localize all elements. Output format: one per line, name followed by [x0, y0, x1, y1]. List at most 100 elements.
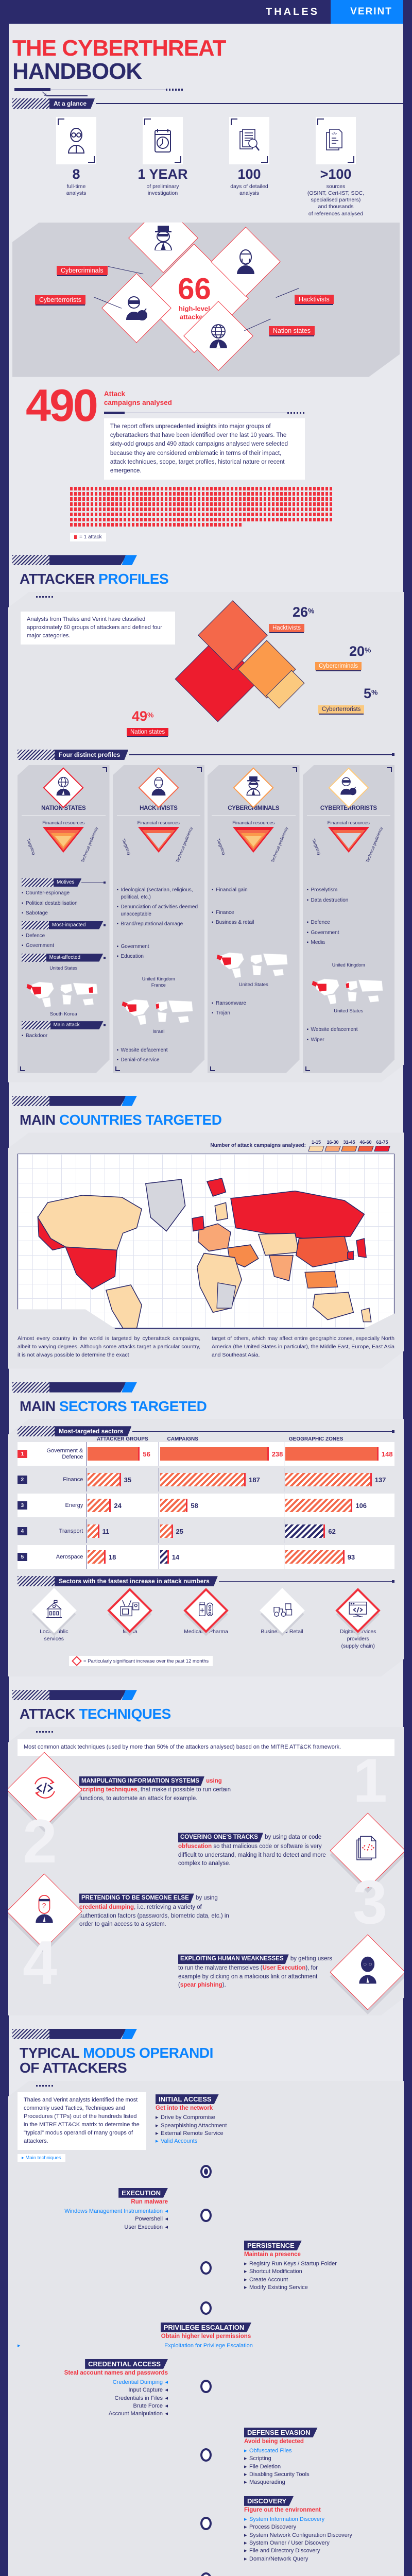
attack-dot [260, 502, 262, 506]
attack-dot [297, 492, 299, 496]
profile-name: HACKTIVISTS [140, 805, 178, 811]
attack-dot [268, 492, 270, 496]
bar-value: 25 [176, 1527, 184, 1535]
attack-dot [95, 497, 97, 501]
mini-world-map [117, 992, 201, 1026]
technique-text: COVERING ONE'S TRACKS by using data or c… [178, 1833, 333, 1868]
stage-techniques: Credential DumpingInput CaptureCredentia… [18, 2379, 168, 2418]
stage-title: DISCOVERY [244, 2496, 294, 2506]
attack-dot [239, 507, 242, 512]
sector-name: Government & Defence [46, 1448, 83, 1461]
attack-dot [272, 502, 274, 506]
list-item: Credential Dumping [18, 2379, 168, 2386]
list-item: Government [117, 943, 201, 951]
timeline-node [200, 2517, 212, 2530]
stage-techniques: Windows Management InstrumentationPowers… [18, 2208, 168, 2231]
attack-dot [284, 492, 287, 496]
attack-dot [99, 523, 101, 527]
attack-dot [251, 518, 254, 522]
attack-dot [325, 487, 328, 491]
attack-dot [144, 502, 147, 506]
techniques-heading: ATTACK TECHNIQUES [20, 1706, 171, 1722]
attack-dot [132, 492, 134, 496]
attack-dot [111, 513, 114, 517]
nation-state-diamond [183, 301, 253, 371]
list-item: Brute Force [18, 2402, 168, 2410]
attack-dot [288, 502, 291, 506]
bar-value: 56 [143, 1450, 150, 1458]
attack-dot [140, 523, 143, 527]
significant-increase-note: = Particularly significant increase over… [69, 1656, 213, 1666]
chip-nation-states: Nation states [127, 728, 168, 736]
attack-dot [124, 523, 126, 527]
attack-dot [198, 507, 200, 512]
modus-stage: CREDENTIAL ACCESS Steal account names an… [18, 2359, 168, 2418]
technique-pre: by using data or code [263, 1834, 322, 1841]
chip-cyberterrorists: Cyberterrorists [318, 705, 364, 714]
chart-cell: 137 [284, 1468, 394, 1492]
attack-dot [243, 502, 246, 506]
attack-dot [313, 487, 316, 491]
attack-dot [144, 497, 147, 501]
attack-dot [227, 502, 229, 506]
attack-dot [91, 513, 93, 517]
motives-list: Financial gain [212, 887, 296, 894]
profile-column: HACKTIVISTS Financial resources Targetin… [113, 765, 205, 1073]
attack-dot [152, 487, 155, 491]
attack-dot [239, 487, 242, 491]
attack-dot [144, 487, 147, 491]
attack-dot [210, 487, 213, 491]
profile-column: CYBERTERRORISTS Financial resources Targ… [303, 765, 395, 1073]
list-item: Business & retail [212, 919, 296, 926]
timeline-node [200, 2380, 212, 2393]
stats-row: 8 full-time analysts 1 YEAR of prelimina… [0, 109, 412, 221]
bar-value: 93 [347, 1553, 355, 1561]
attack-dot [124, 513, 126, 517]
attack-dot [243, 492, 246, 496]
bar-value: 11 [102, 1527, 110, 1535]
attack-dot [173, 518, 176, 522]
attack-dot [78, 487, 81, 491]
chart-row: 5 Aerospace 18 14 93 [18, 1545, 394, 1569]
attack-dot [235, 518, 237, 522]
attack-dot [293, 518, 295, 522]
mini-world-map [307, 971, 391, 1005]
attack-dot [82, 497, 85, 501]
attack-dot [231, 513, 233, 517]
bar [160, 1499, 186, 1512]
at-a-glance-tab: ↘ At a glance [12, 89, 412, 109]
attack-dot [239, 497, 242, 501]
list-item: Spearphishing Attachment [156, 2122, 394, 2130]
attack-dot [317, 507, 320, 512]
attack-dot [115, 507, 118, 512]
bar [285, 1550, 343, 1564]
attack-dot [218, 492, 221, 496]
sector-name: Finance [63, 1477, 83, 1483]
modus-timeline: EXECUTION Run malware Windows Management… [18, 2165, 394, 2576]
bar-value: 187 [249, 1476, 260, 1484]
chart-cell: 187 [159, 1468, 284, 1492]
list-item: Denial-of-service [117, 1057, 201, 1064]
scripting-code-icon [6, 1752, 82, 1827]
attack-dot [74, 513, 77, 517]
attack-dot [152, 523, 155, 527]
technique-keyword2: spear phishing [180, 1982, 222, 1989]
attack-dot [317, 487, 320, 491]
attack-dot [124, 507, 126, 512]
attack-dot [152, 507, 155, 512]
attack-dot [288, 518, 291, 522]
attack-dot [264, 513, 266, 517]
attack-dot [185, 507, 188, 512]
modus-stage: DEFENSE EVASION Avoid being detected Obf… [244, 2428, 394, 2487]
attack-dot [330, 518, 332, 522]
attack-dot [313, 492, 316, 496]
axis-financial-resources: Financial resources [327, 820, 370, 826]
modus-stage: PRIVILEGE ESCALATION Obtain higher level… [18, 2323, 394, 2350]
methods-list: Website defacement Wiper [307, 1026, 391, 1043]
attack-dot [119, 518, 122, 522]
bar-value: 106 [355, 1501, 367, 1510]
list-item: System Network Configuration Discovery [244, 2532, 394, 2539]
attack-dot [132, 487, 134, 491]
section-tab [12, 1382, 412, 1393]
attack-dot [297, 507, 299, 512]
